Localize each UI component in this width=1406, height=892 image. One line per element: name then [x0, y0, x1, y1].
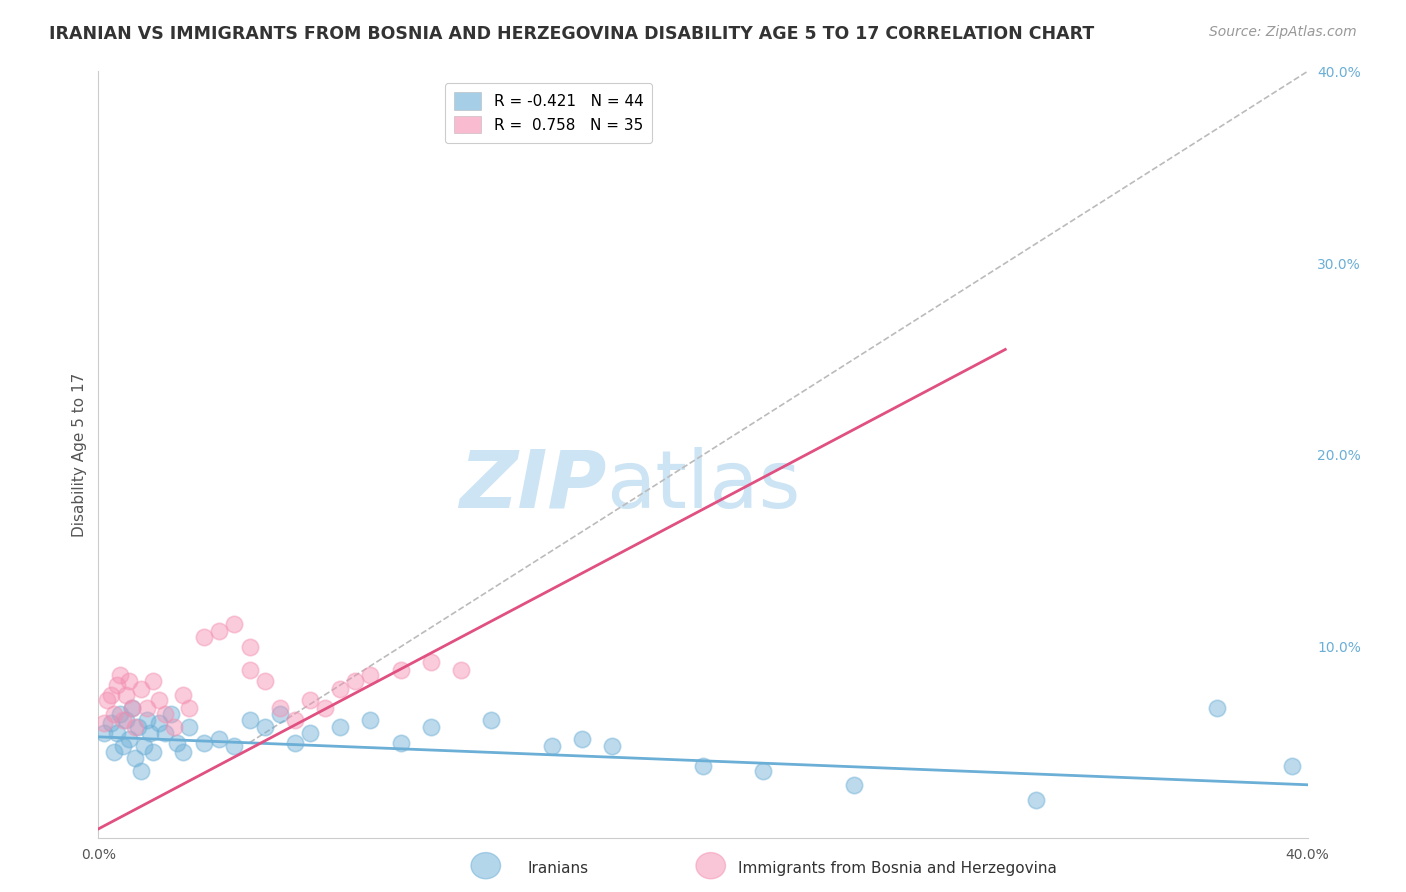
Point: [153, 706, 176, 721]
Point: [148, 716, 170, 731]
Point: [420, 720, 443, 734]
Point: [284, 735, 307, 749]
Point: [93, 716, 115, 731]
Point: [253, 720, 276, 734]
Point: [208, 624, 231, 639]
Point: [179, 701, 201, 715]
Point: [224, 739, 246, 754]
Point: [172, 688, 194, 702]
Point: [481, 713, 503, 727]
Point: [142, 745, 165, 759]
Legend: R = -0.421   N = 44, R =  0.758   N = 35: R = -0.421 N = 44, R = 0.758 N = 35: [444, 83, 652, 143]
Point: [93, 726, 115, 740]
Point: [344, 674, 367, 689]
Point: [163, 720, 186, 734]
Point: [129, 681, 152, 696]
Point: [269, 706, 291, 721]
Point: [96, 693, 118, 707]
Text: Source: ZipAtlas.com: Source: ZipAtlas.com: [1209, 25, 1357, 39]
Point: [124, 720, 146, 734]
Point: [114, 688, 136, 702]
Point: [105, 678, 128, 692]
Point: [299, 726, 322, 740]
Point: [284, 713, 307, 727]
Point: [602, 739, 624, 754]
Point: [269, 701, 291, 715]
Point: [148, 693, 170, 707]
Circle shape: [696, 853, 725, 879]
Point: [179, 720, 201, 734]
Point: [224, 616, 246, 631]
Point: [1024, 793, 1046, 807]
Point: [118, 674, 141, 689]
Point: [142, 674, 165, 689]
Point: [172, 745, 194, 759]
Point: [111, 713, 134, 727]
Point: [239, 713, 262, 727]
Point: [1206, 701, 1229, 715]
Point: [103, 745, 125, 759]
Text: Iranians: Iranians: [527, 861, 588, 876]
Point: [540, 739, 562, 754]
Circle shape: [471, 853, 501, 879]
Text: Immigrants from Bosnia and Herzegovina: Immigrants from Bosnia and Herzegovina: [738, 861, 1057, 876]
Point: [450, 663, 472, 677]
Point: [239, 640, 262, 654]
Point: [360, 713, 382, 727]
Point: [127, 720, 149, 734]
Point: [360, 668, 382, 682]
Point: [108, 668, 131, 682]
Point: [100, 688, 122, 702]
Point: [135, 713, 157, 727]
Point: [193, 630, 215, 644]
Point: [124, 751, 146, 765]
Point: [253, 674, 276, 689]
Point: [692, 758, 714, 772]
Point: [166, 735, 188, 749]
Point: [329, 720, 352, 734]
Point: [844, 778, 866, 792]
Point: [329, 681, 352, 696]
Point: [389, 663, 412, 677]
Point: [420, 655, 443, 669]
Point: [121, 701, 143, 715]
Point: [108, 706, 131, 721]
Point: [153, 726, 176, 740]
Point: [121, 701, 143, 715]
Point: [100, 716, 122, 731]
Point: [118, 731, 141, 746]
Point: [299, 693, 322, 707]
Point: [752, 764, 775, 779]
Point: [114, 713, 136, 727]
Point: [571, 731, 593, 746]
Y-axis label: Disability Age 5 to 17: Disability Age 5 to 17: [72, 373, 87, 537]
Point: [135, 701, 157, 715]
Point: [193, 735, 215, 749]
Point: [1281, 758, 1303, 772]
Point: [314, 701, 336, 715]
Point: [103, 706, 125, 721]
Point: [139, 726, 162, 740]
Point: [160, 706, 183, 721]
Point: [129, 764, 152, 779]
Text: atlas: atlas: [606, 447, 800, 524]
Text: IRANIAN VS IMMIGRANTS FROM BOSNIA AND HERZEGOVINA DISABILITY AGE 5 TO 17 CORRELA: IRANIAN VS IMMIGRANTS FROM BOSNIA AND HE…: [49, 25, 1094, 43]
Point: [389, 735, 412, 749]
Point: [239, 663, 262, 677]
Point: [208, 731, 231, 746]
Point: [105, 726, 128, 740]
Text: ZIP: ZIP: [458, 447, 606, 524]
Point: [132, 739, 155, 754]
Point: [111, 739, 134, 754]
